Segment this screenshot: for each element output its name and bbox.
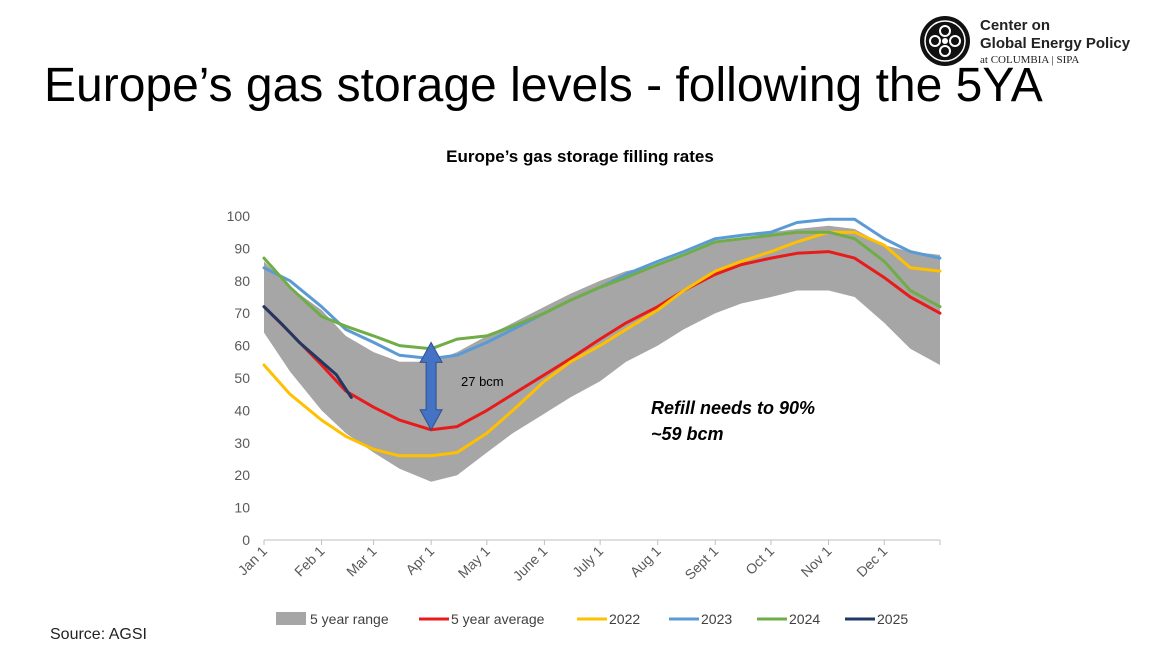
y-tick-label: 70 <box>234 305 250 321</box>
legend-item: 2024 <box>757 611 820 627</box>
y-tick-label: 20 <box>234 467 250 483</box>
chart-title: Europe’s gas storage filling rates <box>446 147 714 166</box>
plot-area <box>262 217 942 482</box>
x-axis: Jan 1 Feb 1 Mar 1 Apr 1 May 1 June 1 July 1 Aug… <box>235 539 941 584</box>
logo-text-line3: at COLUMBIA | SIPA <box>980 54 1080 66</box>
x-tick-label: Mar 1 <box>343 543 380 580</box>
series-line-2024 <box>262 230 942 351</box>
x-tick-label: Sept 1 <box>681 543 721 583</box>
x-tick-label: Apr 1 <box>402 543 437 578</box>
y-axis: 0 10 20 30 40 50 60 70 80 90 100 <box>227 208 251 548</box>
legend-swatch <box>276 612 306 625</box>
x-tick-label: Dec 1 <box>853 543 890 580</box>
legend-label: 2023 <box>701 611 732 627</box>
x-tick-label: Jan 1 <box>235 543 271 579</box>
source-note: Source: AGSI <box>50 626 147 643</box>
arrow-annotation <box>419 341 443 431</box>
y-tick-label: 0 <box>242 532 250 548</box>
y-tick-label: 60 <box>234 338 250 354</box>
y-tick-label: 90 <box>234 240 250 256</box>
y-tick-label: 10 <box>234 500 250 516</box>
legend: 5 year range 5 year average 2022 2023 2024 20… <box>276 611 908 627</box>
x-tick-label: Oct 1 <box>742 543 777 578</box>
x-tick-label: Feb 1 <box>291 543 328 580</box>
double-arrow-icon <box>419 341 443 431</box>
y-tick-label: 30 <box>234 435 250 451</box>
refill-note-line2: ~59 bcm <box>651 424 724 444</box>
range-band <box>264 225 940 482</box>
legend-label: 2024 <box>789 611 820 627</box>
legend-item: 5 year average <box>419 611 545 627</box>
x-tick-label: June 1 <box>510 543 551 584</box>
legend-item: 5 year range <box>276 611 389 627</box>
y-tick-label: 100 <box>227 208 251 224</box>
legend-item: 2023 <box>669 611 732 627</box>
y-tick-label: 80 <box>234 273 250 289</box>
legend-label: 5 year range <box>310 611 389 627</box>
x-tick-label: Nov 1 <box>798 543 835 580</box>
legend-label: 2022 <box>609 611 640 627</box>
logo: Center on Global Energy Policy at COLUMB… <box>918 14 1148 70</box>
annotations: 27 bcm Refill needs to 90% ~59 bcm <box>461 374 815 444</box>
logo-text-line2: Global Energy Policy <box>980 35 1131 52</box>
legend-label: 2025 <box>877 611 908 627</box>
series-line-5-year-average <box>262 250 942 432</box>
series-line-2025 <box>262 305 353 399</box>
legend-item: 2022 <box>577 611 640 627</box>
x-tick-label: July 1 <box>569 543 606 580</box>
x-tick-label: Aug 1 <box>627 543 664 580</box>
refill-note-line1: Refill needs to 90% <box>651 398 815 418</box>
slide-title: Europe’s gas storage levels - following … <box>44 59 1043 112</box>
legend-item: 2025 <box>845 611 908 627</box>
y-tick-label: 40 <box>234 402 250 418</box>
legend-label: 5 year average <box>451 611 545 627</box>
x-tick-label: May 1 <box>455 543 493 581</box>
logo-text-line1: Center on <box>980 17 1051 34</box>
y-tick-label: 50 <box>234 370 250 386</box>
columbia-seal-icon <box>920 16 970 66</box>
arrow-label: 27 bcm <box>461 374 504 389</box>
